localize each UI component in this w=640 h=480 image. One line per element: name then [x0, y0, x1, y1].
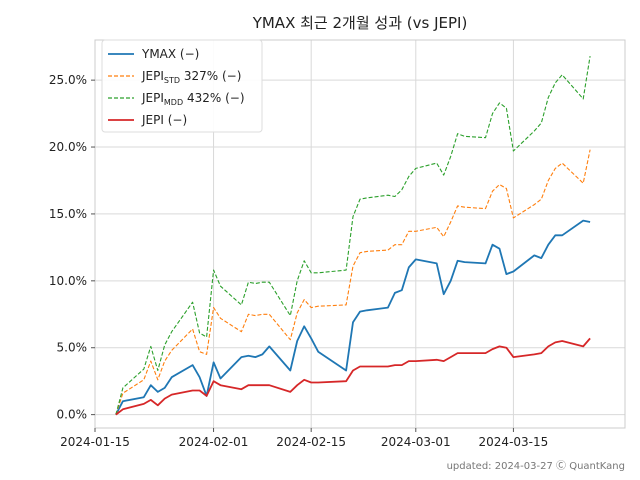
legend: YMAX (−) JEPISTD 327% (−) JEPIMDD 432% (−)…: [101, 39, 263, 133]
series-line-2: [115, 56, 591, 415]
series-lines: [115, 56, 591, 416]
series-line-0: [115, 219, 591, 416]
x-tick-label: 2024-03-01: [381, 435, 451, 449]
y-tick-label: 0.0%: [57, 408, 88, 422]
x-tick-label: 2024-03-15: [479, 435, 549, 449]
legend-box: [101, 39, 263, 133]
chart-title: YMAX 최근 2개월 성과 (vs JEPI): [252, 14, 468, 32]
y-tick-label: 15.0%: [49, 207, 87, 221]
legend-label-1: JEPISTD 327% (−): [141, 69, 241, 85]
y-tick-label: 5.0%: [57, 341, 88, 355]
legend-label-2: JEPIMDD 432% (−): [141, 91, 245, 107]
legend-label-3: JEPI (−): [141, 113, 187, 127]
y-tick-label: 10.0%: [49, 274, 87, 288]
x-axis-ticks: 2024-01-15 2024-02-01 2024-02-15 2024-03-01…: [60, 428, 548, 449]
x-tick-label: 2024-02-01: [179, 435, 249, 449]
footer-note: updated: 2024-03-27 Ⓒ QuantKang: [447, 460, 625, 472]
y-axis-ticks: 0.0% 5.0% 10.0% 15.0% 20.0% 25.0%: [49, 73, 95, 422]
legend-label-0: YMAX (−): [141, 47, 199, 61]
series-line-3: [115, 337, 591, 416]
series-line-1: [115, 149, 591, 415]
x-tick-label: 2024-01-15: [60, 435, 130, 449]
y-tick-label: 20.0%: [49, 140, 87, 154]
x-tick-label: 2024-02-15: [276, 435, 346, 449]
y-tick-label: 25.0%: [49, 73, 87, 87]
plot-frame: [94, 39, 626, 429]
